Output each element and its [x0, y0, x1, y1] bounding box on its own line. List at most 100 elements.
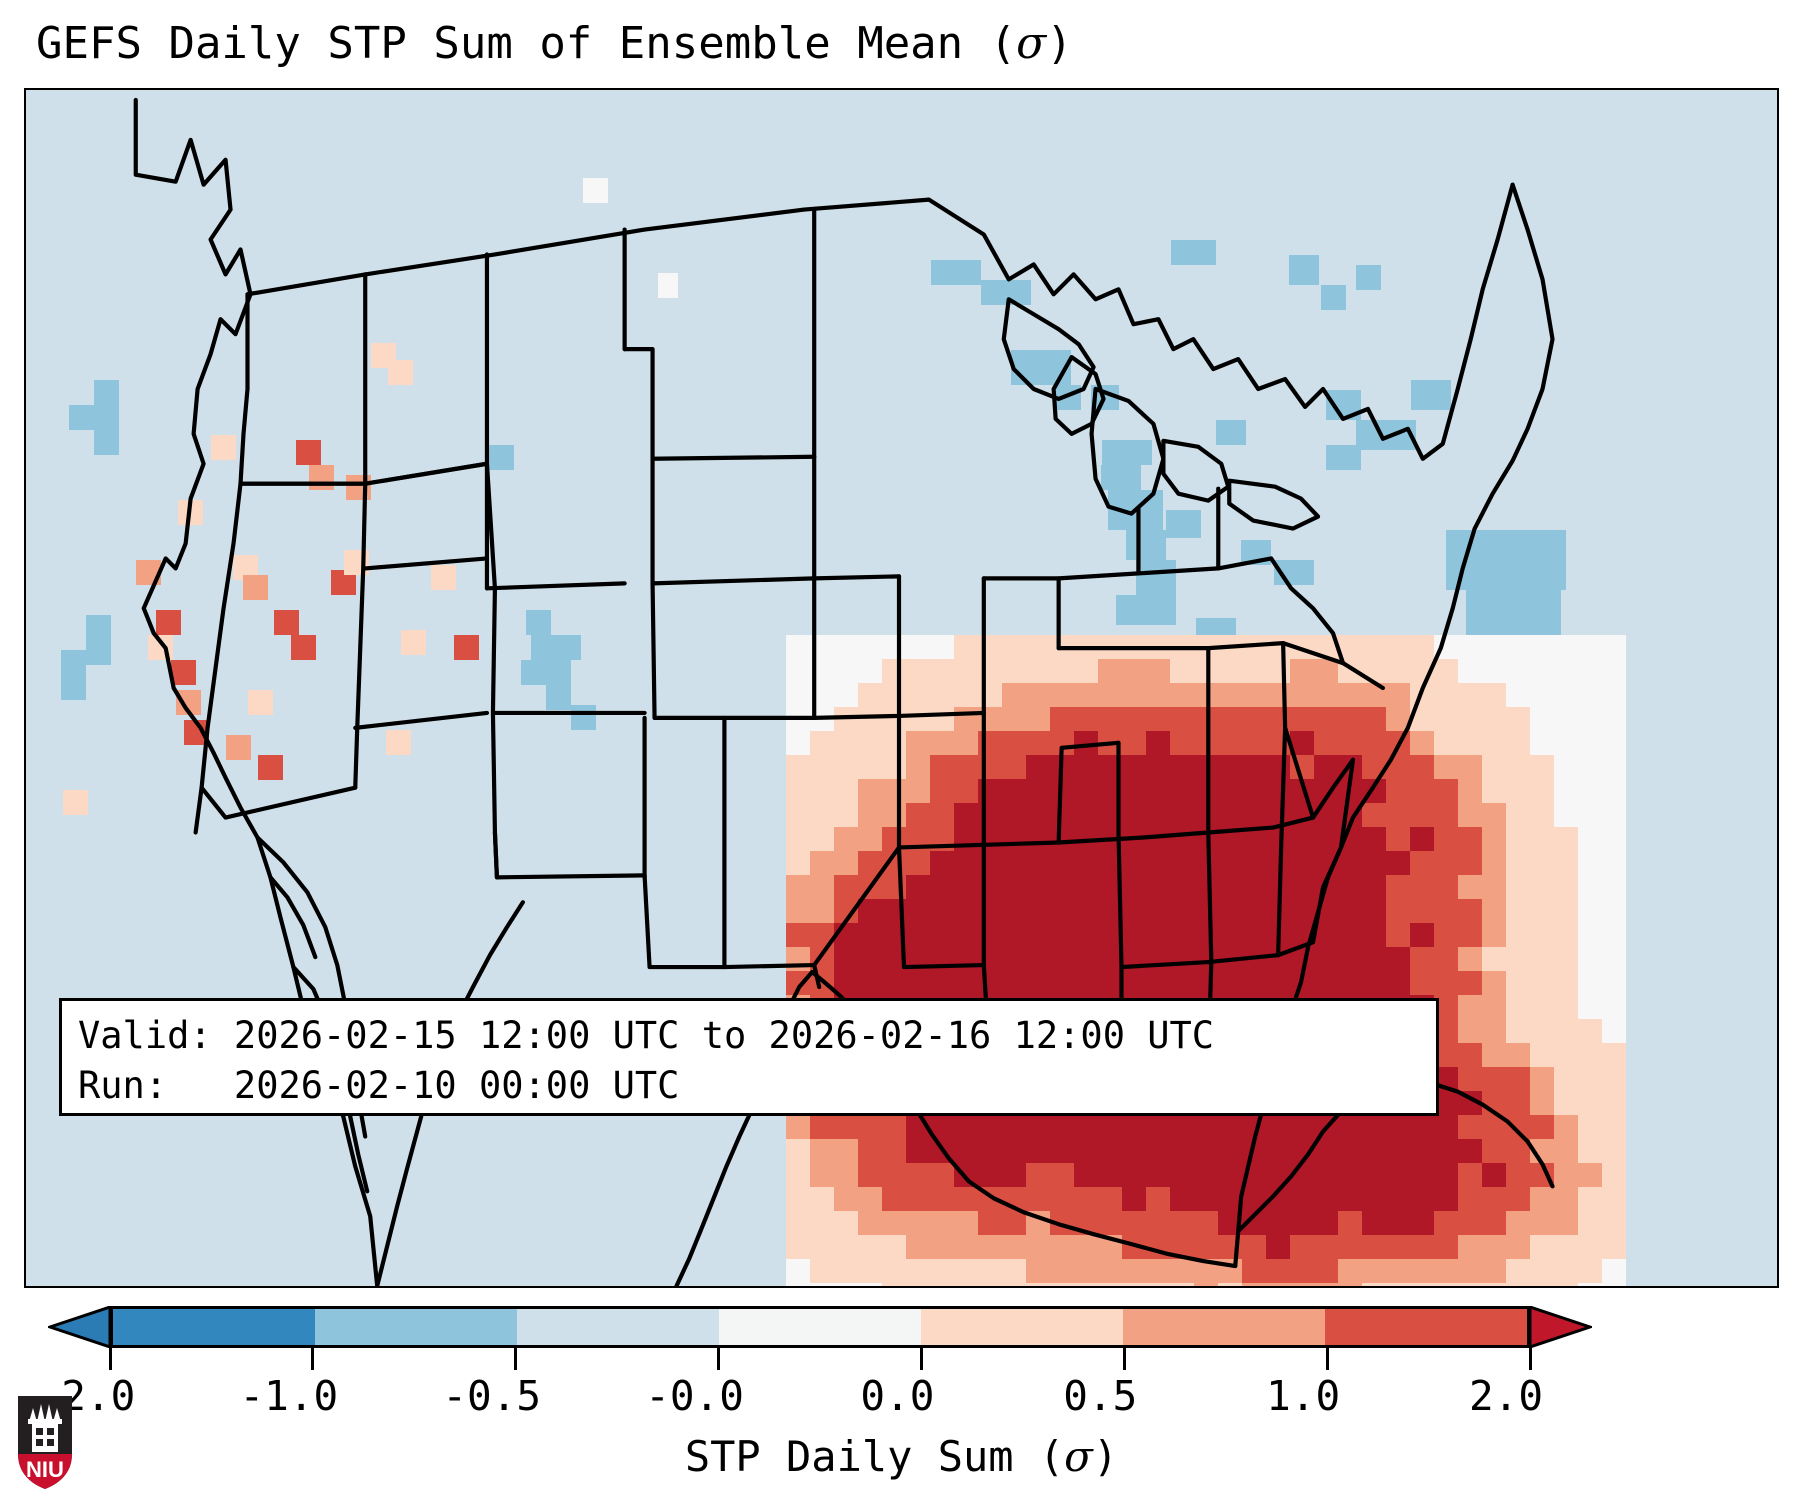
- map-grid-cell: [1098, 1115, 1122, 1139]
- map-grid-cell: [882, 971, 906, 995]
- map-grid-cell: [1338, 947, 1362, 971]
- map-grid-cell: [1194, 1283, 1218, 1286]
- map-grid-cell: [1242, 1259, 1266, 1283]
- map-grid-cell: [1314, 1211, 1338, 1235]
- map-grid-cell: [1290, 707, 1314, 731]
- map-grid-cell: [1002, 1259, 1026, 1283]
- map-grid-cell: [786, 1187, 810, 1211]
- map-grid-cell: [1530, 1115, 1554, 1139]
- map-grid-cell: [1506, 1163, 1530, 1187]
- map-grid-cell: [1356, 420, 1416, 450]
- map-grid-cell: [1098, 923, 1122, 947]
- map-grid-cell: [1338, 1283, 1362, 1286]
- map-grid-cell: [1116, 595, 1176, 625]
- map-grid-cell: [1554, 971, 1578, 995]
- map-grid-cell: [1482, 803, 1506, 827]
- map-grid-cell: [1194, 1115, 1218, 1139]
- map-grid-cell: [1554, 1019, 1578, 1043]
- map-grid-cell: [1410, 1235, 1434, 1259]
- map-grid-cell: [211, 435, 236, 460]
- map-grid-cell: [1506, 1091, 1530, 1115]
- map-grid-cell: [1026, 1259, 1050, 1283]
- map-grid-cell: [978, 1187, 1002, 1211]
- map-grid-cell: [858, 899, 882, 923]
- map-grid-cell: [978, 659, 1002, 683]
- map-grid-cell: [930, 803, 954, 827]
- map-grid-cell: [1386, 1235, 1410, 1259]
- map-grid-cell: [1011, 350, 1071, 385]
- map-grid-cell: [1482, 1211, 1506, 1235]
- map-grid-cell: [1482, 995, 1506, 1019]
- map-grid-cell: [1466, 590, 1561, 635]
- map-grid-cell: [1266, 971, 1290, 995]
- map-grid-cell: [1314, 947, 1338, 971]
- map-grid-cell: [930, 851, 954, 875]
- map-grid-cell: [1362, 923, 1386, 947]
- map-grid-cell: [1410, 803, 1434, 827]
- map-grid-cell: [1290, 779, 1314, 803]
- map-grid-cell: [1458, 875, 1482, 899]
- map-grid-cell: [810, 971, 834, 995]
- map-grid-cell: [1338, 731, 1362, 755]
- map-grid-cell: [1194, 947, 1218, 971]
- map-grid-cell: [1266, 707, 1290, 731]
- map-grid-cell: [1050, 1115, 1074, 1139]
- map-grid-cell: [1386, 803, 1410, 827]
- map-grid-cell: [1458, 731, 1482, 755]
- map-grid-cell: [1122, 659, 1146, 683]
- map-grid-cell: [834, 1259, 858, 1283]
- map-grid-cell: [1026, 1139, 1050, 1163]
- map-grid-cell: [931, 260, 981, 285]
- map-grid-cell: [1578, 1235, 1602, 1259]
- map-grid-cell: [1266, 947, 1290, 971]
- map-grid-cell: [1266, 1283, 1290, 1286]
- map-grid-cell: [1482, 755, 1506, 779]
- map-grid-cell: [178, 500, 203, 525]
- map-grid-cell: [1386, 635, 1410, 659]
- map-grid-cell: [954, 779, 978, 803]
- map-grid-cell: [1458, 1091, 1482, 1115]
- map-grid-cell: [1410, 635, 1434, 659]
- niu-logo: NIU: [18, 1396, 72, 1489]
- map-grid-cell: [1602, 707, 1626, 731]
- map-grid-cell: [346, 475, 371, 500]
- map-grid-cell: [930, 1235, 954, 1259]
- map-grid-cell: [882, 1115, 906, 1139]
- map-grid-cell: [1602, 923, 1626, 947]
- map-grid-cell: [882, 827, 906, 851]
- colorbar-tick: [1325, 1348, 1329, 1370]
- map-grid-cell: [1434, 755, 1458, 779]
- map-grid-cell: [1602, 995, 1626, 1019]
- map-grid-cell: [136, 560, 161, 585]
- map-grid-cell: [1002, 707, 1026, 731]
- map-grid-cell: [1026, 779, 1050, 803]
- colorbar-tick-label: -0.5: [442, 1372, 542, 1420]
- colorbar-tick: [1122, 1348, 1126, 1370]
- map-grid-cell: [810, 1259, 834, 1283]
- map-grid-cell: [1074, 1115, 1098, 1139]
- map-grid-cell: [1122, 683, 1146, 707]
- map-grid-cell: [1026, 803, 1050, 827]
- map-grid-cell: [906, 755, 930, 779]
- map-grid-cell: [930, 827, 954, 851]
- map-grid-cell: [1026, 1211, 1050, 1235]
- map-grid-cell: [978, 1259, 1002, 1283]
- map-grid-cell: [906, 1235, 930, 1259]
- map-grid-cell: [1578, 1259, 1602, 1283]
- map-grid-cell: [1386, 1259, 1410, 1283]
- map-grid-cell: [1002, 1211, 1026, 1235]
- map-grid-cell: [1218, 1139, 1242, 1163]
- map-grid-cell: [1530, 1091, 1554, 1115]
- map-grid-cell: [1170, 1115, 1194, 1139]
- map-grid-cell: [248, 690, 273, 715]
- map-grid-cell: [954, 1211, 978, 1235]
- map-grid-cell: [1482, 1091, 1506, 1115]
- map-grid-cell: [61, 650, 86, 700]
- map-grid-cell: [1122, 971, 1146, 995]
- map-grid-cell: [1074, 827, 1098, 851]
- map-grid-cell: [1362, 1259, 1386, 1283]
- map-grid-cell: [1386, 1139, 1410, 1163]
- colorbar-tick: [514, 1348, 518, 1370]
- map-grid-cell: [1338, 659, 1362, 683]
- map-grid-cell: [1002, 635, 1026, 659]
